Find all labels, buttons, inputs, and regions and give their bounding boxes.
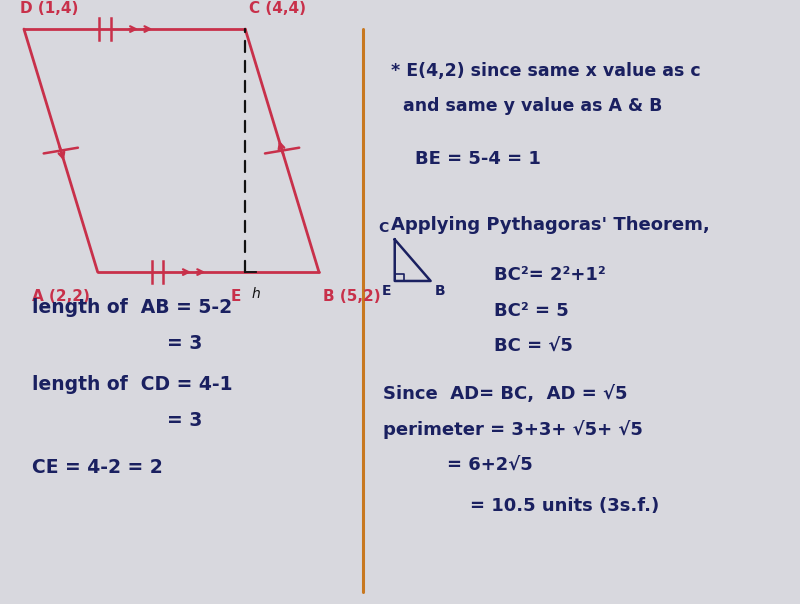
Text: BE = 5-4 = 1: BE = 5-4 = 1: [414, 150, 541, 169]
Text: = 3: = 3: [167, 333, 203, 353]
Text: E: E: [231, 289, 242, 304]
Text: Applying Pythagoras' Theorem,: Applying Pythagoras' Theorem,: [390, 216, 710, 234]
Text: C (4,4): C (4,4): [250, 1, 306, 16]
Text: BC² = 5: BC² = 5: [494, 301, 569, 320]
Text: D (1,4): D (1,4): [20, 1, 78, 16]
Text: = 3: = 3: [167, 411, 203, 430]
Text: A (2,2): A (2,2): [32, 289, 90, 304]
Text: = 6+2√5: = 6+2√5: [446, 455, 532, 474]
Text: BC²= 2²+1²: BC²= 2²+1²: [494, 266, 606, 284]
Text: Since  AD= BC,  AD = √5: Since AD= BC, AD = √5: [382, 385, 627, 403]
Text: C: C: [378, 220, 388, 235]
Text: length of  AB = 5-2: length of AB = 5-2: [32, 298, 232, 317]
Text: E: E: [382, 284, 390, 298]
Text: h: h: [251, 287, 260, 301]
Text: perimeter = 3+3+ √5+ √5: perimeter = 3+3+ √5+ √5: [382, 420, 642, 439]
Text: B: B: [434, 284, 446, 298]
Text: and same y value as A & B: and same y value as A & B: [390, 97, 662, 115]
Text: = 10.5 units (3s.f.): = 10.5 units (3s.f.): [470, 497, 660, 515]
Text: * E(4,2) since same x value as c: * E(4,2) since same x value as c: [390, 62, 700, 80]
Text: CE = 4-2 = 2: CE = 4-2 = 2: [32, 458, 162, 477]
Text: BC = √5: BC = √5: [494, 337, 574, 355]
Text: B (5,2): B (5,2): [323, 289, 381, 304]
Text: length of  CD = 4-1: length of CD = 4-1: [32, 375, 232, 394]
